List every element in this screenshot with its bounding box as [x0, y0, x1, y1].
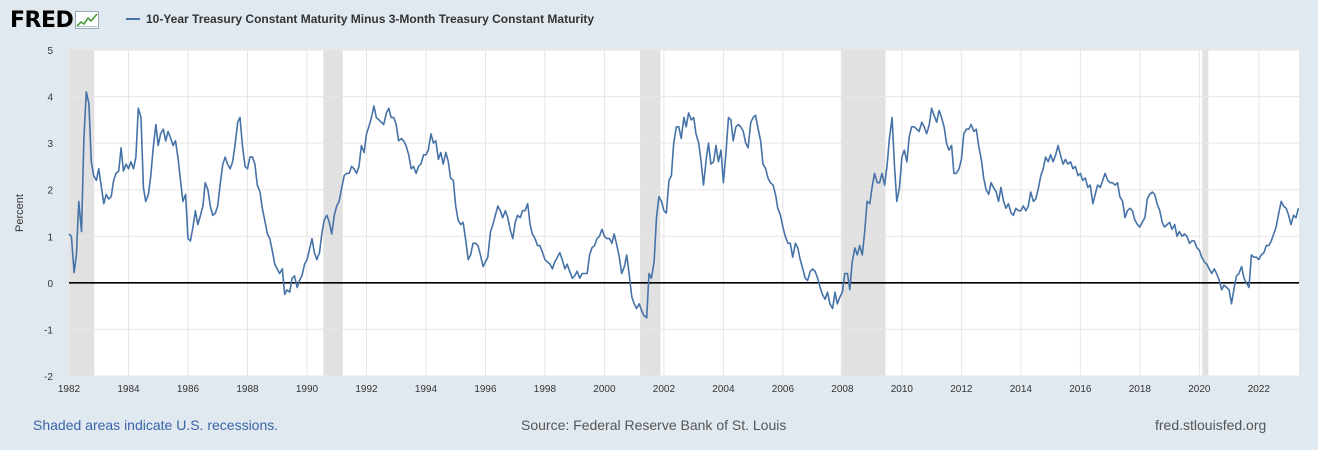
x-tick-label: 2014 — [1010, 384, 1033, 395]
site-link[interactable]: fred.stlouisfed.org — [1155, 417, 1267, 433]
fred-logo[interactable]: FRED — [10, 6, 100, 34]
y-tick-label: 5 — [47, 46, 53, 57]
x-tick-label: 2004 — [712, 384, 735, 395]
y-tick-label: 3 — [47, 139, 53, 150]
chart-legend: 10-Year Treasury Constant Maturity Minus… — [126, 12, 594, 26]
x-tick-label: 1990 — [296, 384, 319, 395]
x-tick-label: 1988 — [236, 384, 259, 395]
y-tick-label: 4 — [47, 93, 53, 104]
recession-band — [323, 50, 343, 376]
series-line — [68, 91, 1300, 319]
x-tick-label: 1986 — [177, 384, 200, 395]
x-tick-label: 2010 — [891, 384, 914, 395]
y-tick-label: 0 — [47, 279, 53, 290]
x-tick-label: 1992 — [355, 384, 378, 395]
x-tick-label: 1982 — [58, 384, 81, 395]
y-tick-label: -2 — [44, 372, 53, 383]
x-tick-label: 2006 — [772, 384, 795, 395]
x-tick-label: 2022 — [1248, 384, 1271, 395]
recession-note: Shaded areas indicate U.S. recessions. — [33, 417, 279, 433]
source-text: Source: Federal Reserve Bank of St. Loui… — [521, 417, 787, 433]
plot-area — [69, 50, 1299, 376]
legend-swatch — [126, 18, 140, 20]
y-tick-label: 2 — [47, 186, 53, 197]
y-tick-label: 1 — [47, 232, 53, 243]
x-tick-label: 1998 — [534, 384, 557, 395]
recession-band — [1202, 50, 1209, 376]
x-tick-label: 2012 — [950, 384, 973, 395]
x-tick-label: 2008 — [831, 384, 854, 395]
x-tick-label: 2020 — [1188, 384, 1211, 395]
recession-band — [840, 50, 886, 376]
x-tick-label: 1984 — [117, 384, 140, 395]
x-tick-label: 2002 — [653, 384, 676, 395]
fred-logo-text: FRED — [10, 7, 74, 33]
x-tick-label: 1994 — [415, 384, 438, 395]
x-tick-label: 2000 — [593, 384, 616, 395]
fred-chart-icon — [75, 11, 100, 29]
y-tick-label: -1 — [44, 325, 53, 336]
y-axis-label: Percent — [14, 194, 26, 232]
x-tick-label: 1996 — [474, 384, 497, 395]
x-tick-label: 2018 — [1129, 384, 1152, 395]
line-chart: -2 -1 0 1 2 3 4 5 1982 1984 1986 1988 1990 1992 1994 19… — [14, 46, 1300, 395]
legend-series-label: 10-Year Treasury Constant Maturity Minus… — [146, 12, 595, 26]
x-tick-label: 2016 — [1069, 384, 1092, 395]
recession-band — [640, 50, 661, 376]
